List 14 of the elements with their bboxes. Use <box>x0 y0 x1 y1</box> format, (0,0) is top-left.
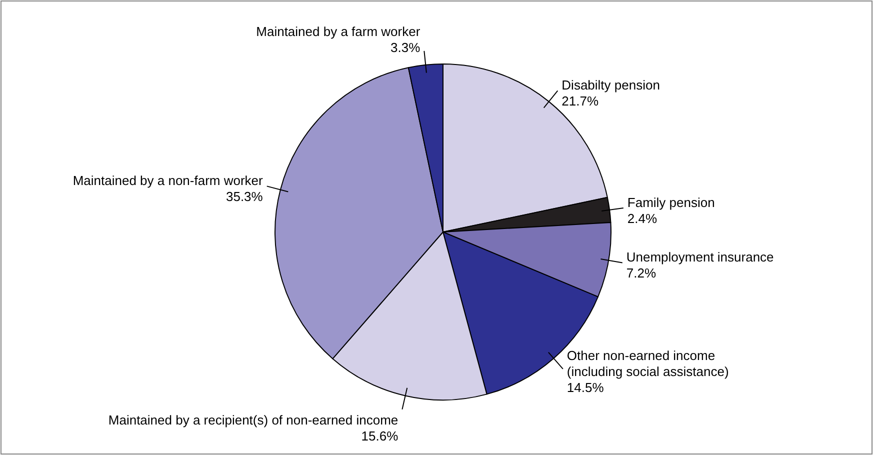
data-label: 7.2% <box>626 266 656 281</box>
slice-label: Family pension <box>627 195 715 210</box>
slice-label: Other non-earned income (including social assistance) <box>566 348 729 379</box>
data-label: 14.5% <box>566 380 604 395</box>
slice-label: Unemployment insurance <box>626 250 774 265</box>
data-label: 35.3% <box>226 189 264 204</box>
slice-label: Disabilty pension <box>562 78 660 93</box>
data-label: 2.4% <box>627 211 658 226</box>
slice-label: Maintained by a recipient(s) of non-earned income <box>108 412 398 428</box>
slice-label: Maintained by a farm worker <box>256 24 421 39</box>
data-label: 3.3% <box>390 40 421 55</box>
data-label: 21.7% <box>562 94 599 109</box>
data-label: 15.6% <box>361 428 399 444</box>
slice-label: Maintained by a non-farm worker <box>72 173 264 188</box>
